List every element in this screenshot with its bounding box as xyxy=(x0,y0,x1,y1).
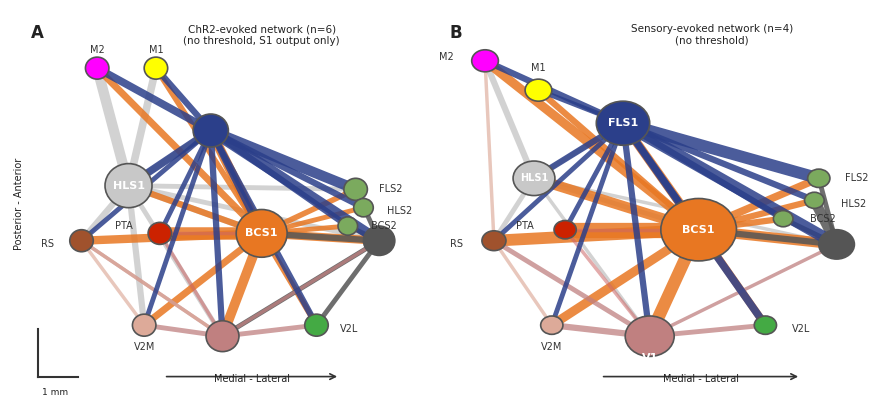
Circle shape xyxy=(148,222,172,244)
Text: M1: M1 xyxy=(149,45,163,55)
Text: M2: M2 xyxy=(439,52,454,62)
Text: Medial - Lateral: Medial - Lateral xyxy=(214,374,290,384)
Text: A: A xyxy=(30,24,44,42)
Circle shape xyxy=(554,220,577,239)
Circle shape xyxy=(525,79,552,101)
Circle shape xyxy=(133,314,156,336)
Circle shape xyxy=(472,50,498,72)
Text: A1: A1 xyxy=(402,239,417,249)
Text: BCS2: BCS2 xyxy=(810,214,836,224)
Text: HLS2: HLS2 xyxy=(841,199,866,209)
Circle shape xyxy=(808,169,829,188)
Text: M2: M2 xyxy=(90,45,104,55)
Circle shape xyxy=(344,178,368,200)
Text: HLS1: HLS1 xyxy=(520,173,548,183)
Text: M1: M1 xyxy=(531,63,546,73)
Circle shape xyxy=(514,161,555,195)
Text: V2M: V2M xyxy=(541,342,562,352)
Text: Medial - Lateral: Medial - Lateral xyxy=(663,374,739,384)
Circle shape xyxy=(85,57,109,79)
Circle shape xyxy=(596,101,650,145)
Text: V1: V1 xyxy=(215,353,230,363)
Text: HLS2: HLS2 xyxy=(387,206,412,216)
Text: BCS1: BCS1 xyxy=(683,225,715,235)
Circle shape xyxy=(626,316,675,357)
Circle shape xyxy=(304,314,328,336)
Text: V2L: V2L xyxy=(340,324,359,334)
Text: FLS2: FLS2 xyxy=(846,173,869,183)
Text: RS: RS xyxy=(449,239,463,249)
Circle shape xyxy=(353,198,373,217)
Text: BCS1: BCS1 xyxy=(246,228,278,238)
Circle shape xyxy=(236,210,287,257)
Circle shape xyxy=(482,231,506,251)
Text: V2M: V2M xyxy=(134,342,155,352)
Circle shape xyxy=(805,192,824,208)
Circle shape xyxy=(206,321,239,352)
Circle shape xyxy=(105,164,152,208)
Circle shape xyxy=(660,198,737,261)
Circle shape xyxy=(193,114,229,147)
Text: 1 mm: 1 mm xyxy=(43,388,69,397)
Text: PTA: PTA xyxy=(516,221,534,231)
Text: RS: RS xyxy=(41,239,54,249)
Text: Posterior - Anterior: Posterior - Anterior xyxy=(14,158,24,250)
Text: B: B xyxy=(449,24,462,42)
Text: BCS2: BCS2 xyxy=(371,221,397,231)
Text: V1: V1 xyxy=(642,353,658,363)
Circle shape xyxy=(144,57,167,79)
Circle shape xyxy=(773,211,793,227)
Circle shape xyxy=(338,217,358,235)
Circle shape xyxy=(755,316,776,335)
Text: FLS2: FLS2 xyxy=(379,184,402,194)
Text: V2L: V2L xyxy=(792,324,811,334)
Text: A1: A1 xyxy=(863,243,878,253)
Text: FLS1: FLS1 xyxy=(250,126,277,135)
Text: FLS1: FLS1 xyxy=(608,118,638,128)
Text: ChR2-evoked network (n=6)
(no threshold, S1 output only): ChR2-evoked network (n=6) (no threshold,… xyxy=(183,24,340,46)
Circle shape xyxy=(69,230,93,252)
Circle shape xyxy=(363,226,395,255)
Text: PTA: PTA xyxy=(115,221,133,231)
Circle shape xyxy=(541,316,562,335)
Text: Sensory-evoked network (n=4)
(no threshold): Sensory-evoked network (n=4) (no thresho… xyxy=(631,24,793,46)
Text: HLS1: HLS1 xyxy=(112,181,144,191)
Circle shape xyxy=(819,230,854,259)
